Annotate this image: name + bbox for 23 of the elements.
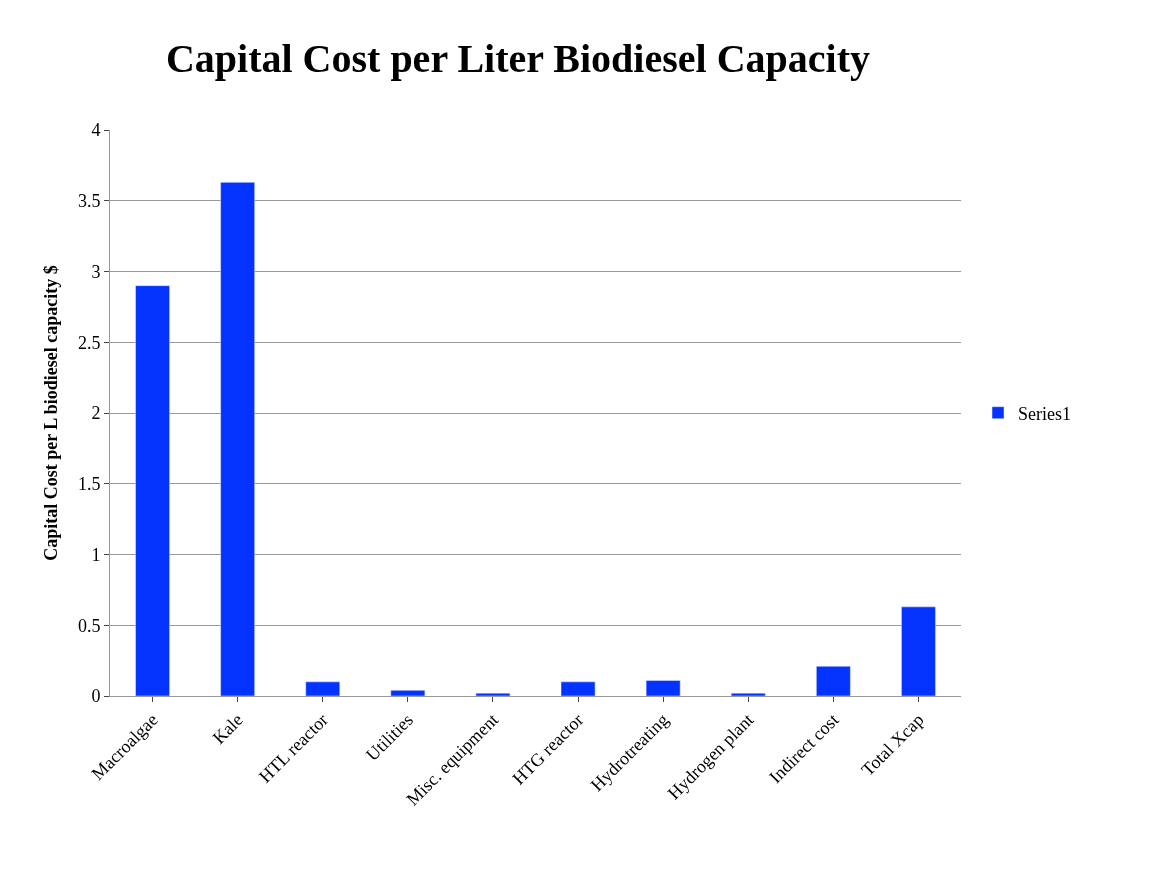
y-tick-label: 4	[91, 120, 101, 141]
bar	[816, 666, 851, 696]
bar	[135, 285, 170, 696]
bar	[560, 681, 596, 696]
bar	[475, 692, 511, 696]
x-tick-label: Kale	[208, 709, 247, 748]
bar	[901, 606, 936, 696]
y-tick-label: 2	[91, 403, 101, 424]
y-tick-label: 3	[91, 261, 101, 282]
y-tick-label: 1	[91, 544, 101, 565]
y-tick-label: 3.5	[77, 191, 101, 212]
legend-label: Series1	[1018, 403, 1072, 424]
bar	[390, 690, 426, 696]
bar	[220, 182, 255, 696]
y-tick-label: 1.5	[77, 474, 101, 495]
y-tick-label: 0.5	[77, 615, 101, 636]
bar	[730, 692, 766, 696]
bar	[305, 681, 341, 696]
chart-title: Capital Cost per Liter Biodiesel Capacity	[165, 36, 870, 82]
y-tick-label: 2.5	[77, 332, 101, 353]
y-tick-label: 0	[91, 686, 101, 707]
y-axis-title: Capital Cost per L biodiesel capacity $	[41, 265, 62, 561]
bar	[645, 680, 681, 696]
